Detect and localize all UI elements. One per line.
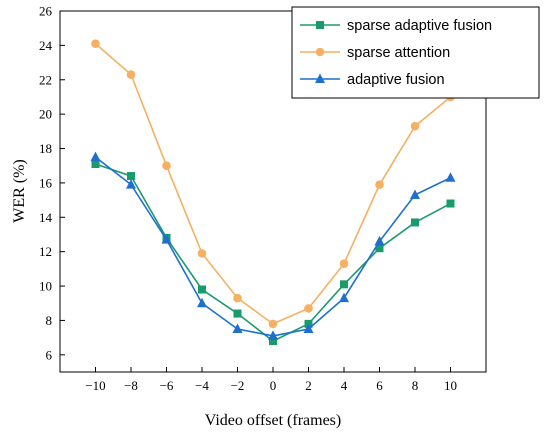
x-tick-label: −2 (231, 378, 245, 393)
data-point (91, 39, 100, 48)
data-point (161, 234, 172, 244)
data-point (339, 259, 349, 269)
data-point (340, 280, 348, 289)
data-point (446, 199, 455, 208)
legend: sparse adaptive fusion sparse attention ad… (291, 6, 540, 99)
y-tick-label: 10 (39, 279, 52, 294)
y-tick-label: 18 (39, 141, 52, 156)
x-tick-label: 10 (444, 378, 457, 393)
data-point (232, 323, 243, 334)
data-point (410, 121, 420, 131)
data-point (233, 309, 242, 318)
data-point (162, 161, 171, 171)
data-point (269, 337, 277, 346)
legend-marker (316, 21, 324, 29)
data-point (126, 179, 136, 189)
legend-item: adaptive fusion (300, 72, 445, 88)
y-tick-label: 20 (39, 107, 52, 122)
x-tick-label: −8 (124, 378, 138, 393)
y-tick-label: 26 (39, 4, 53, 19)
series-line (95, 156, 451, 337)
x-tick-label: 4 (341, 378, 348, 393)
y-tick-label: 14 (39, 210, 53, 225)
data-point (90, 151, 101, 162)
x-tick-label: −6 (160, 378, 174, 393)
data-point (374, 235, 385, 246)
data-point (233, 293, 242, 303)
y-axis-title: WER (%) (11, 159, 28, 223)
y-tick-label: 8 (46, 313, 53, 328)
data-point (304, 304, 313, 313)
data-point (197, 297, 207, 308)
data-point (127, 172, 135, 181)
x-tick-label: −4 (195, 378, 209, 393)
series-adaptive-fusion (90, 151, 456, 340)
data-point (303, 323, 314, 334)
data-point (126, 70, 136, 79)
y-tick-label: 24 (39, 38, 53, 53)
legend-item: sparse adaptive fusion (300, 18, 492, 34)
legend-marker (315, 73, 325, 83)
data-point (411, 218, 419, 227)
series-line (95, 163, 451, 342)
series-layer (90, 39, 456, 346)
x-tick-label: 0 (270, 378, 277, 393)
data-point (375, 244, 384, 253)
x-tick-label: 8 (412, 378, 419, 393)
legend-marker (315, 47, 325, 57)
y-tick-label: 22 (39, 72, 52, 87)
data-point (268, 319, 278, 329)
data-point (197, 249, 207, 258)
y-tick-label: 12 (39, 244, 52, 259)
series-sparse-attention (91, 39, 455, 329)
y-tick-label: 16 (39, 175, 53, 190)
legend-label: sparse attention (347, 45, 450, 61)
data-point (339, 292, 349, 303)
y-tick-label: 6 (46, 347, 53, 362)
y-axis: 6 8 10 12 14 16 18 20 22 24 26 (39, 4, 65, 362)
legend-label: adaptive fusion (347, 72, 445, 88)
legend-item: sparse attention (300, 45, 450, 61)
legend-label: sparse adaptive fusion (347, 18, 492, 34)
data-point (198, 285, 206, 294)
x-tick-label: −10 (85, 378, 105, 393)
data-point (375, 180, 384, 189)
data-point (410, 189, 420, 199)
x-tick-label: 2 (305, 378, 312, 393)
series-sparse-adaptive-fusion (91, 159, 455, 346)
x-axis: −10 −8 −6 −4 −2 0 2 4 6 8 10 (85, 367, 457, 393)
data-point (445, 172, 456, 182)
x-axis-title: Video offset (frames) (205, 412, 341, 429)
data-point (91, 159, 100, 168)
data-point (268, 330, 278, 340)
x-tick-label: 6 (376, 378, 383, 393)
